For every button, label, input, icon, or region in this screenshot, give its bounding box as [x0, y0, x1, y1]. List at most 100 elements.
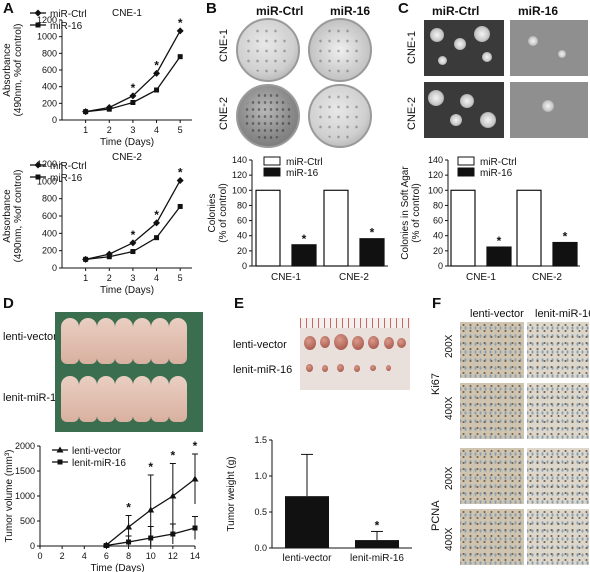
x-tick-label: CNE-1 — [271, 272, 301, 283]
y-tick-label: 0 — [438, 261, 443, 271]
y-tick-label: 1000 — [37, 176, 57, 186]
legend-label: miR-Ctrl — [50, 161, 87, 172]
e-row-vector: lenti-vector — [233, 339, 287, 351]
panel-label-d: D — [3, 295, 14, 312]
y-tick-label: 0 — [30, 541, 35, 551]
e-tumor-photo — [300, 318, 410, 390]
f-mag-200-1: 200X — [444, 334, 455, 358]
y-tick-label: 400 — [42, 82, 57, 92]
legend-label: lenit-miR-16 — [72, 458, 126, 469]
legend-marker — [57, 459, 63, 465]
f-ki67-400-vector — [460, 383, 524, 439]
x-tick-label: 12 — [168, 551, 178, 561]
y-tick-label: 0.5 — [254, 507, 267, 517]
f-ki67-200-mir16 — [527, 322, 589, 378]
significance-star: * — [178, 16, 183, 30]
b-dish-cne2-16 — [308, 84, 372, 148]
y-tick-label: 100 — [428, 185, 443, 195]
legend-label: miR-16 — [286, 168, 319, 179]
c-row-cne2: CNE-2 — [406, 96, 418, 130]
significance-star: * — [154, 208, 159, 222]
data-point — [169, 492, 177, 499]
f-col-vector: lenti-vector — [470, 308, 524, 320]
panel-label-a: A — [3, 0, 14, 17]
y-tick-label: 20 — [433, 246, 443, 256]
data-point — [106, 254, 112, 260]
y-axis-label: Colonies in Soft Agar — [400, 166, 411, 260]
x-tick-label: 6 — [104, 551, 109, 561]
y-tick-label: 40 — [237, 231, 247, 241]
bar-miR-16-CNE-1 — [486, 246, 512, 267]
series-line-miR-Ctrl — [85, 180, 181, 260]
y-tick-label: 2000 — [15, 441, 35, 451]
significance-star: * — [131, 81, 136, 95]
bar-miR-Ctrl-CNE-2 — [323, 189, 349, 267]
x-tick-label: CNE-1 — [466, 272, 496, 283]
x-tick-label: 2 — [107, 273, 112, 283]
b-col-ctrl: miR-Ctrl — [256, 4, 304, 18]
y-tick-label: 140 — [428, 155, 443, 165]
y-tick-label: 500 — [20, 516, 35, 526]
significance-star: * — [497, 234, 502, 248]
legend-label: miR-Ctrl — [480, 157, 517, 168]
x-tick-label: 4 — [82, 551, 87, 561]
panel-label-c: C — [398, 0, 409, 17]
legend-marker — [35, 174, 41, 180]
x-tick-label: 14 — [190, 551, 200, 561]
data-point — [103, 543, 109, 548]
data-point — [153, 69, 161, 77]
b-row-cne2: CNE-2 — [218, 96, 230, 130]
x-tick-label: 3 — [130, 273, 135, 283]
y-tick-label: 1.5 — [254, 435, 267, 445]
legend-label: miR-16 — [50, 21, 83, 32]
y-tick-label: 120 — [428, 170, 443, 180]
y-tick-label: 60 — [237, 216, 247, 226]
data-point — [192, 525, 198, 531]
f-mag-200-2: 200X — [444, 466, 455, 490]
f-pcna-400-mir16 — [527, 509, 589, 565]
chart-c-softagar: 0 20 40 60 80 100 120 140 Colonies in Soft Agar(… — [400, 155, 580, 283]
significance-star: * — [154, 58, 159, 72]
y-tick-label: 800 — [42, 48, 57, 58]
x-tick-label: 8 — [126, 551, 131, 561]
data-point — [154, 87, 160, 93]
y-tick-label: 800 — [42, 194, 57, 204]
y-tick-label: 20 — [237, 246, 247, 256]
data-point — [191, 475, 199, 482]
b-row-cne1: CNE-1 — [218, 28, 230, 62]
x-axis-label: Time (Days) — [100, 285, 154, 296]
bar-miR-16-CNE-1 — [291, 244, 317, 267]
f-ki67-200-vector — [460, 322, 524, 378]
significance-star: * — [302, 232, 307, 246]
y-tick-label: 60 — [433, 216, 443, 226]
data-point — [177, 54, 183, 60]
panel-label-f: F — [432, 295, 442, 312]
x-tick-label: 1 — [83, 125, 88, 135]
legend-swatch — [263, 156, 281, 166]
y-tick-label: 0 — [52, 115, 57, 125]
d-row-mir16: lenit-miR-16 — [3, 392, 63, 404]
data-point — [130, 249, 136, 255]
data-point — [125, 523, 133, 530]
f-grp-ki67: Ki67 — [430, 372, 442, 395]
legend-swatch — [457, 167, 475, 177]
x-tick-label: lenit-miR-16 — [350, 553, 404, 564]
legend-label: miR-16 — [50, 173, 83, 184]
legend-marker — [34, 161, 42, 169]
y-axis-label: (490nm, %of control) — [13, 24, 24, 117]
f-col-mir16: lenit-miR-16 — [535, 308, 590, 320]
x-tick-label: 2 — [60, 551, 65, 561]
f-pcna-200-vector — [460, 448, 524, 504]
y-axis-label: Absorbance — [2, 43, 13, 97]
legend-marker — [35, 22, 41, 28]
data-point — [83, 256, 89, 262]
legend-label: lenti-vector — [72, 446, 122, 457]
data-point — [177, 203, 183, 209]
bar-miR-Ctrl-CNE-1 — [255, 189, 281, 267]
x-tick-label: lenti-vector — [283, 553, 333, 564]
chart-a-cne2: 0 200 400 600 800 1000 1200 1 2 3 4 5 Time (Days) Abs… — [2, 152, 192, 296]
x-tick-label: 3 — [130, 125, 135, 135]
y-axis-label: (490nm, %of control) — [13, 170, 24, 263]
bar-miR-16-CNE-2 — [359, 238, 385, 267]
f-mag-400-2: 400X — [444, 527, 455, 551]
